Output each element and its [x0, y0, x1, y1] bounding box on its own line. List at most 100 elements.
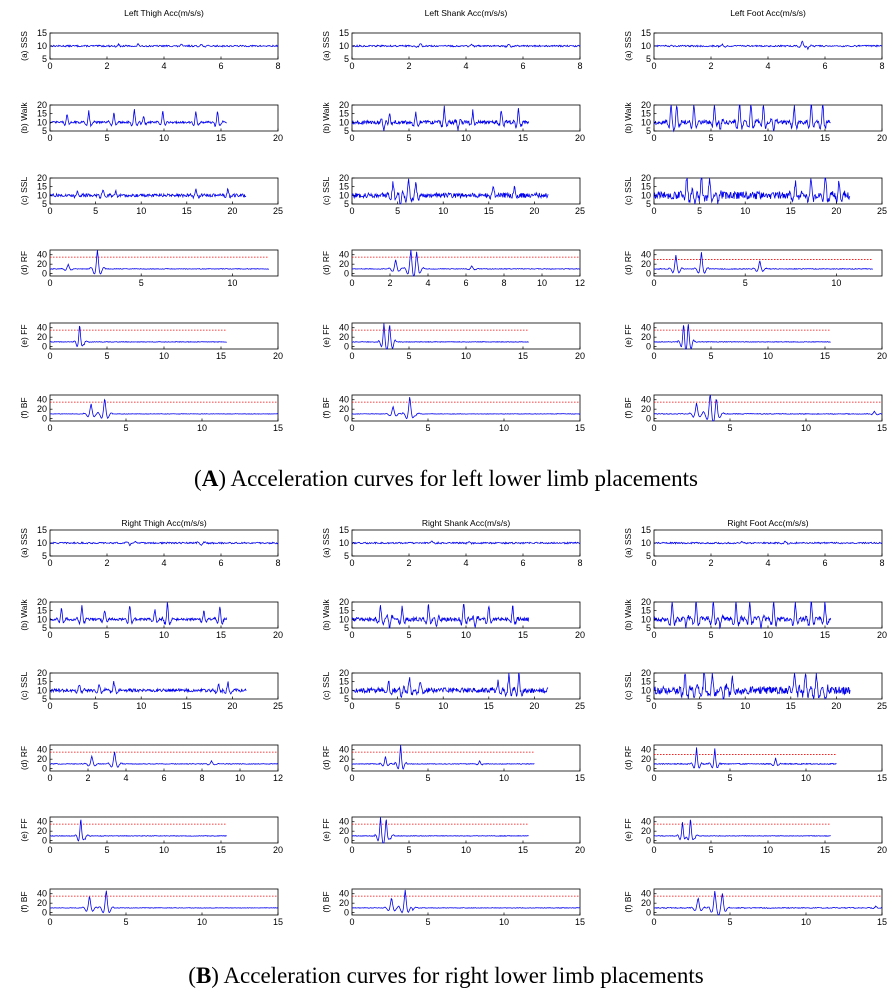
signal-line	[653, 324, 831, 350]
row-label: (c) SSL	[623, 672, 633, 701]
x-tick-label: 20	[575, 630, 585, 640]
row-label: (e) FF	[623, 818, 633, 841]
y-tick-label: 20	[641, 898, 651, 908]
row-label: (c) SSL	[19, 177, 29, 206]
subplot-column-title: Left Thigh Acc(m/s/s)	[124, 8, 204, 18]
x-tick-label: 6	[822, 61, 827, 71]
x-tick-label: 15	[273, 917, 283, 927]
y-tick-label: 20	[641, 173, 651, 183]
y-tick-label: 0	[344, 836, 349, 846]
signal-line	[351, 105, 530, 132]
y-tick-label: 15	[641, 525, 651, 535]
x-tick-label: 25	[273, 206, 283, 216]
signal-line	[653, 890, 883, 916]
y-tick-label: 15	[37, 182, 47, 192]
x-tick-label: 10	[801, 773, 811, 783]
axes-a-0-0: 0 2 4 6 8 5 10 15 (a) SSS	[19, 28, 281, 71]
x-tick-label: 20	[529, 206, 539, 216]
x-tick-label: 2	[708, 558, 713, 568]
x-tick-label: 10	[740, 701, 750, 711]
x-tick-label: 15	[575, 773, 585, 783]
x-tick-label: 0	[349, 278, 354, 288]
x-tick-label: 0	[651, 61, 656, 71]
caption-b-letter: B	[195, 963, 212, 988]
x-tick-label: 0	[47, 206, 52, 216]
row-label: (e) FF	[19, 818, 29, 841]
y-tick-label: 5	[646, 694, 651, 704]
y-tick-label: 0	[344, 342, 349, 352]
signal-line	[49, 325, 227, 348]
y-tick-label: 0	[42, 908, 47, 918]
row-label: (b) Walk	[19, 599, 29, 631]
x-tick-label: 5	[727, 773, 732, 783]
y-tick-label: 40	[37, 250, 47, 260]
y-tick-label: 5	[344, 623, 349, 633]
x-tick-label: 0	[349, 845, 354, 855]
x-tick-label: 15	[216, 845, 226, 855]
signal-line	[351, 744, 535, 770]
x-tick-label: 0	[651, 206, 656, 216]
row-label: (d) RF	[623, 251, 633, 275]
axes-frame	[351, 177, 581, 205]
x-tick-label: 5	[708, 133, 713, 143]
x-tick-label: 0	[651, 278, 656, 288]
x-tick-label: 10	[763, 133, 773, 143]
x-tick-label: 10	[801, 917, 811, 927]
x-tick-label: 2	[104, 558, 109, 568]
row-label: (c) SSL	[321, 672, 331, 701]
x-tick-label: 15	[182, 701, 192, 711]
x-tick-label: 10	[461, 133, 471, 143]
x-tick-label: 20	[273, 845, 283, 855]
y-tick-label: 40	[339, 745, 349, 755]
y-tick-label: 0	[646, 342, 651, 352]
signal-line	[49, 249, 269, 275]
axes-frame	[351, 322, 581, 350]
axes-frame	[351, 888, 581, 916]
y-tick-label: 20	[641, 100, 651, 110]
x-tick-label: 0	[47, 61, 52, 71]
x-tick-label: 8	[501, 278, 506, 288]
row-label: (b) Walk	[321, 102, 331, 134]
y-tick-label: 0	[42, 414, 47, 424]
y-tick-label: 0	[42, 836, 47, 846]
y-tick-label: 15	[37, 606, 47, 616]
x-tick-label: 4	[425, 278, 430, 288]
x-tick-label: 15	[484, 701, 494, 711]
y-tick-label: 0	[42, 269, 47, 279]
axes-frame	[653, 672, 883, 700]
signal-line	[653, 40, 883, 51]
x-tick-label: 8	[577, 558, 582, 568]
axes-frame	[351, 104, 581, 132]
x-tick-label: 0	[349, 61, 354, 71]
x-tick-label: 6	[520, 61, 525, 71]
x-tick-label: 0	[47, 133, 52, 143]
y-tick-label: 5	[646, 551, 651, 561]
axes-frame	[653, 177, 883, 205]
y-tick-label: 5	[344, 694, 349, 704]
x-tick-label: 5	[395, 206, 400, 216]
x-tick-label: 6	[161, 773, 166, 783]
signal-line	[351, 603, 530, 629]
x-tick-label: 2	[406, 558, 411, 568]
axes-frame	[653, 601, 883, 629]
y-tick-label: 20	[641, 404, 651, 414]
x-tick-label: 2	[708, 61, 713, 71]
x-tick-label: 5	[743, 278, 748, 288]
y-tick-label: 10	[37, 685, 47, 695]
row-label: (b) Walk	[623, 102, 633, 134]
row-label: (f) BF	[623, 891, 633, 912]
axes-frame	[49, 601, 279, 629]
x-tick-label: 15	[786, 206, 796, 216]
row-label: (b) Walk	[19, 102, 29, 134]
x-tick-label: 0	[651, 423, 656, 433]
y-tick-label: 15	[641, 677, 651, 687]
y-tick-label: 20	[339, 898, 349, 908]
row-label: (d) RF	[19, 251, 29, 275]
y-tick-label: 15	[641, 606, 651, 616]
y-tick-label: 40	[641, 323, 651, 333]
